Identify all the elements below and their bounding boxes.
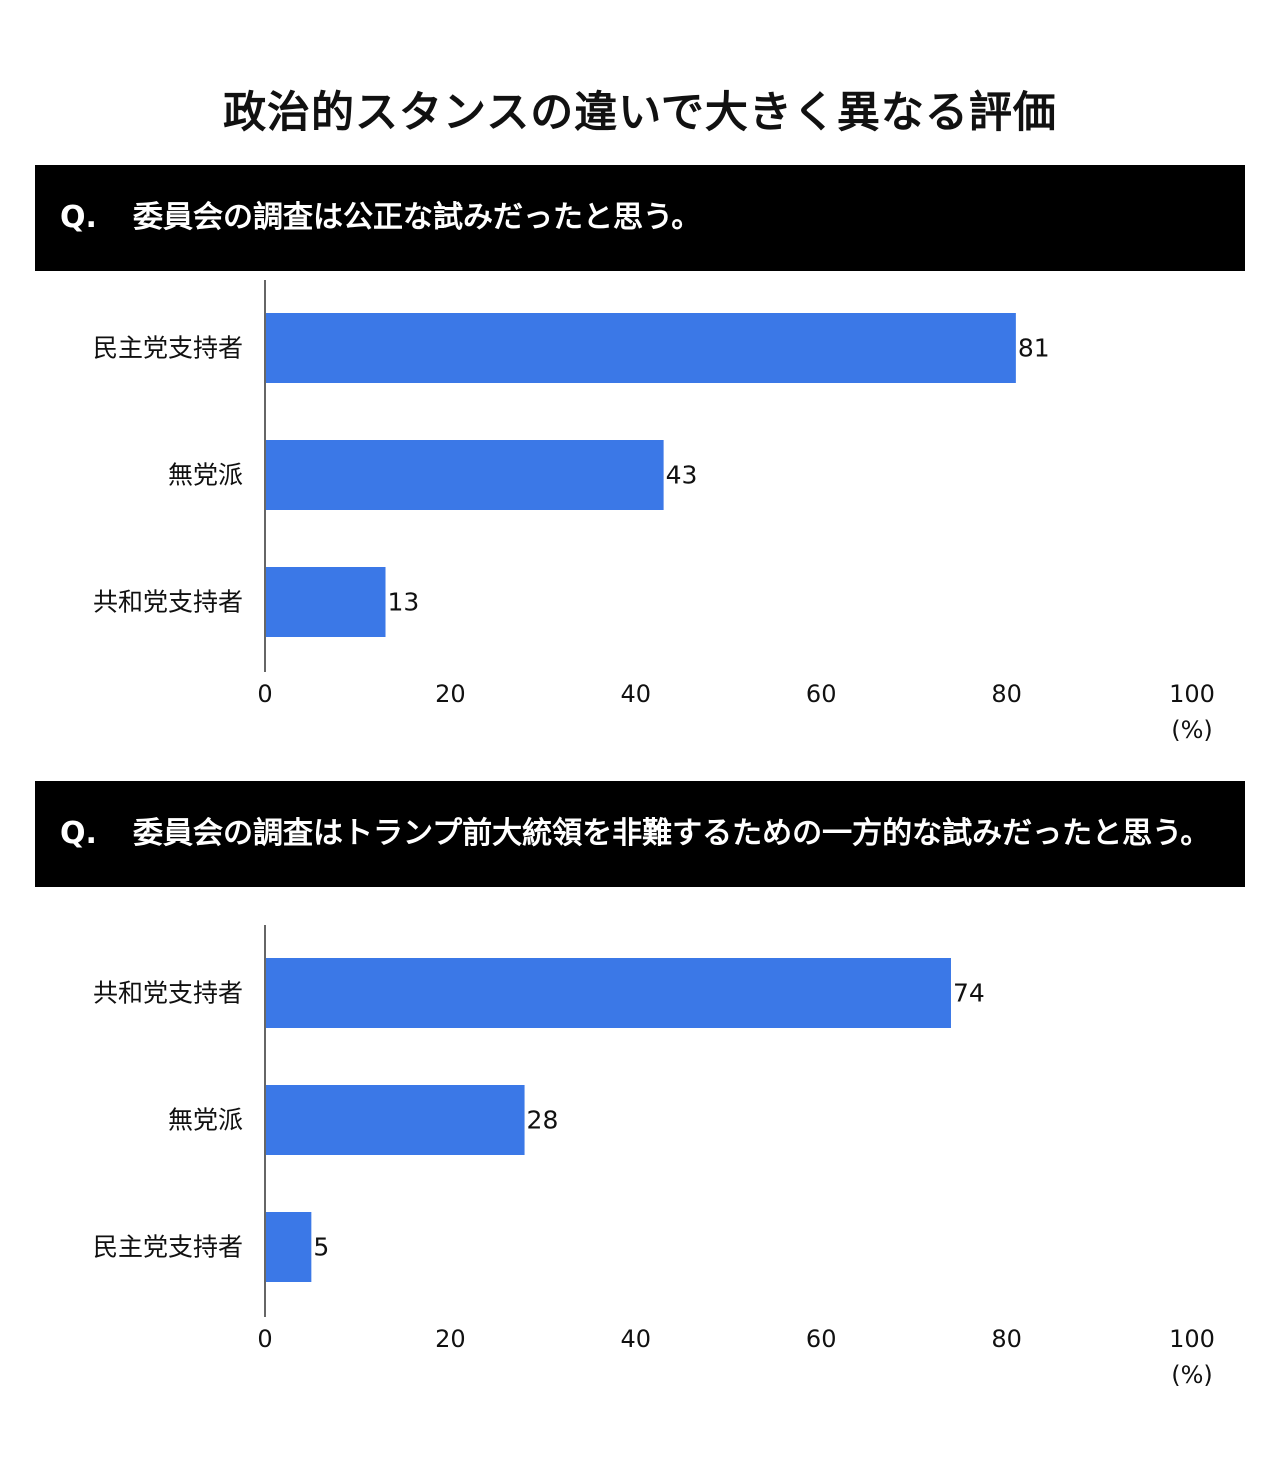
value-label: 43 xyxy=(666,461,698,490)
x-tick-label: 60 xyxy=(806,1325,837,1353)
question-text: 委員会の調査は公正な試みだったと思う。 xyxy=(133,200,702,235)
category-label: 無党派 xyxy=(168,1106,243,1135)
page-title: 政治的スタンスの違いで大きく異なる評価 xyxy=(223,88,1057,138)
question-text: 委員会の調査はトランプ前大統領を非難するための一方的な試みだったと思う。 xyxy=(133,816,1211,851)
question-prefix: Q. xyxy=(60,816,97,851)
category-label: 共和党支持者 xyxy=(93,979,243,1008)
question-header-1: Q. 委員会の調査は公正な試みだったと思う。 xyxy=(35,165,1245,271)
x-tick-label: 100 xyxy=(1169,680,1215,708)
bar xyxy=(266,1085,525,1155)
unit-label: (%) xyxy=(1171,1361,1213,1389)
bar-chart-2: 共和党支持者 74 無党派 28 民主党支持者 5 0 20 40 60 80 100 (%) xyxy=(93,925,1215,1389)
value-label: 74 xyxy=(953,979,985,1008)
x-tick-label: 0 xyxy=(257,680,272,708)
value-label: 13 xyxy=(388,588,420,617)
x-tick-label: 60 xyxy=(806,680,837,708)
value-label: 5 xyxy=(313,1233,329,1262)
value-label: 28 xyxy=(527,1106,559,1135)
bar xyxy=(266,1212,312,1282)
x-tick-label: 80 xyxy=(991,1325,1022,1353)
category-label: 共和党支持者 xyxy=(93,588,243,617)
bar-chart-1: 民主党支持者 81 無党派 43 共和党支持者 13 0 20 40 60 80 100 (%) xyxy=(93,280,1215,744)
bar xyxy=(266,567,386,637)
x-tick-label: 0 xyxy=(257,1325,272,1353)
x-tick-label: 20 xyxy=(435,1325,466,1353)
question-prefix: Q. xyxy=(60,200,97,235)
x-tick-label: 40 xyxy=(621,1325,652,1353)
bar xyxy=(266,313,1016,383)
x-tick-label: 40 xyxy=(621,680,652,708)
category-label: 無党派 xyxy=(168,461,243,490)
bar xyxy=(266,958,951,1028)
x-tick-label: 80 xyxy=(991,680,1022,708)
category-label: 民主党支持者 xyxy=(93,1233,243,1262)
unit-label: (%) xyxy=(1171,716,1213,744)
x-tick-label: 20 xyxy=(435,680,466,708)
category-label: 民主党支持者 xyxy=(93,334,243,363)
value-label: 81 xyxy=(1018,334,1050,363)
bar xyxy=(266,440,664,510)
question-header-2: Q. 委員会の調査はトランプ前大統領を非難するための一方的な試みだったと思う。 xyxy=(35,781,1245,887)
x-tick-label: 100 xyxy=(1169,1325,1215,1353)
